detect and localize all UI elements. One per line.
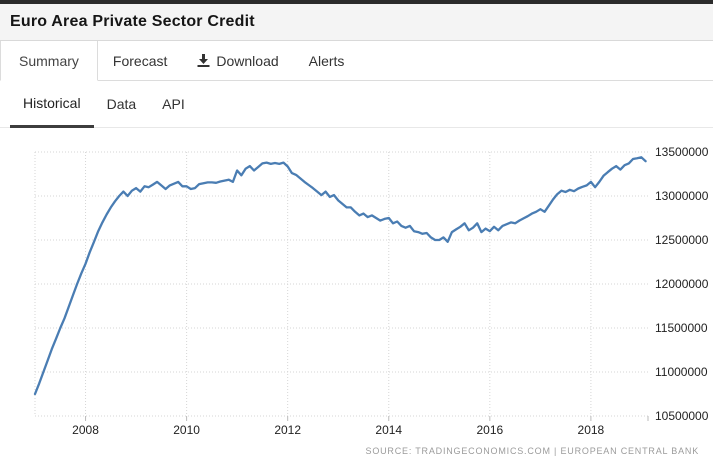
download-icon xyxy=(197,54,210,67)
subtab-api[interactable]: API xyxy=(149,81,198,127)
title-bar: Euro Area Private Sector Credit xyxy=(0,4,713,41)
tab-alerts-label: Alerts xyxy=(308,52,345,69)
tab-download-label: Download xyxy=(216,52,279,69)
subtab-data[interactable]: Data xyxy=(94,81,150,127)
y-axis-label: 10500000 xyxy=(655,409,709,423)
credit-chart: 13500000 13000000 12500000 12000000 11500000… xyxy=(33,145,709,437)
y-axis-label: 11000000 xyxy=(655,365,708,379)
tab-forecast[interactable]: Forecast xyxy=(98,41,182,80)
x-axis-label: 2010 xyxy=(173,423,200,437)
y-axis-label: 13000000 xyxy=(655,189,709,203)
y-axis-label: 12000000 xyxy=(655,277,709,291)
y-axis-label: 11500000 xyxy=(655,321,708,335)
subtab-api-label: API xyxy=(162,96,185,112)
tab-summary-label: Summary xyxy=(19,52,79,69)
subtab-historical-label: Historical xyxy=(23,95,81,111)
x-axis-label: 2008 xyxy=(72,423,99,437)
chart-area: 13500000 13000000 12500000 12000000 11500000… xyxy=(0,128,713,467)
subtab-historical[interactable]: Historical xyxy=(10,81,94,128)
x-axis-label: 2018 xyxy=(578,423,605,437)
tab-summary[interactable]: Summary xyxy=(0,41,98,81)
top-accent-bar xyxy=(0,0,713,4)
tab-download[interactable]: Download xyxy=(182,41,293,80)
main-tab-bar: Summary Forecast Download Alerts xyxy=(0,41,713,81)
tab-forecast-label: Forecast xyxy=(112,52,168,69)
y-axis-label: 13500000 xyxy=(655,145,709,159)
series-line xyxy=(33,156,647,396)
tab-alerts[interactable]: Alerts xyxy=(294,41,360,80)
x-axis-label: 2014 xyxy=(375,423,402,437)
y-axis-label: 12500000 xyxy=(655,233,709,247)
source-attribution: SOURCE: TRADINGECONOMICS.COM | EUROPEAN … xyxy=(365,446,699,456)
x-axis-label: 2016 xyxy=(476,423,503,437)
page-title: Euro Area Private Sector Credit xyxy=(10,13,255,30)
sub-tab-bar: Historical Data API xyxy=(0,81,713,128)
x-axis-label: 2012 xyxy=(274,423,301,437)
subtab-data-label: Data xyxy=(106,96,137,112)
